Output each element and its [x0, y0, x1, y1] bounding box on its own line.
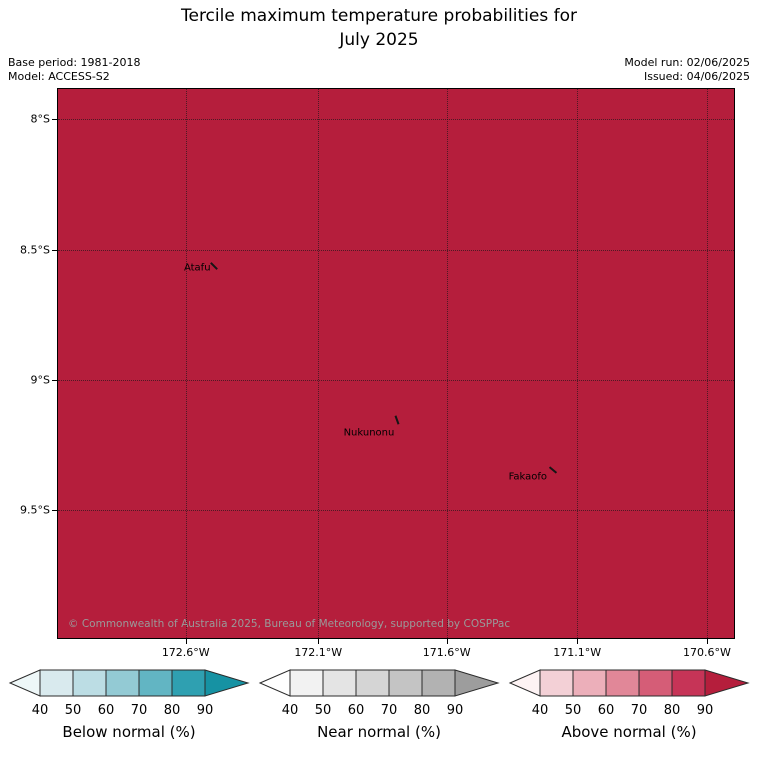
- colorbar-tick-label: 80: [413, 703, 431, 718]
- colorbar-tick-label: 90: [446, 703, 464, 718]
- colorbar-cell: [105, 669, 140, 697]
- colorbar-tick-label: 90: [696, 703, 714, 718]
- colorbar-cell: [421, 669, 456, 697]
- colorbar-cell: [322, 669, 357, 697]
- island-marker-nukunonu: [394, 415, 400, 425]
- meta-left: Base period: 1981-2018 Model: ACCESS-S2: [8, 56, 140, 84]
- latitude-tick: [52, 249, 57, 251]
- colorbar-cell: [572, 669, 607, 697]
- colorbar-tick-label: 40: [31, 703, 49, 718]
- colorbar-tick-label: 40: [281, 703, 299, 718]
- page-title: Tercile maximum temperature probabilitie…: [0, 4, 758, 52]
- longitude-tick: [318, 639, 320, 644]
- colorbar-row: 40 50 60 70 80 90 Below normal (%) 40 50 60 70 80…: [8, 668, 750, 741]
- colorbar-tick-label: 40: [531, 703, 549, 718]
- latitude-label: 9.5°S: [20, 503, 50, 517]
- latitude-gridline: [58, 119, 734, 121]
- colorbar-tick-label: 80: [663, 703, 681, 718]
- latitude-gridline: [58, 249, 734, 251]
- model-text: Model: ACCESS-S2: [8, 70, 110, 83]
- colorbar-cell: [388, 669, 423, 697]
- colorbar-tick-label: 60: [347, 703, 365, 718]
- colorbar-cell: [72, 669, 107, 697]
- issued-text: Issued: 04/06/2025: [643, 70, 750, 83]
- longitude-label: 171.1°W: [553, 646, 602, 659]
- colorbar-near-normal: 40 50 60 70 80 90 Near normal (%): [258, 668, 500, 741]
- colorbar-left-arrow: [8, 669, 41, 697]
- meta-right: Model run: 02/06/2025 Issued: 04/06/2025: [624, 56, 750, 84]
- colorbar-above-normal: 40 50 60 70 80 90 Above normal (%): [508, 668, 750, 741]
- longitude-gridline: [185, 89, 187, 638]
- place-label-fakaofo: Fakaofo: [508, 471, 548, 483]
- colorbar-cell: [138, 669, 173, 697]
- colorbar-tick-label: 70: [380, 703, 398, 718]
- colorbar-scale: [8, 669, 250, 697]
- longitude-tick: [185, 639, 187, 644]
- latitude-tick: [52, 119, 57, 121]
- colorbar-tick-label: 50: [564, 703, 582, 718]
- longitude-tick: [706, 639, 708, 644]
- longitude-tick: [446, 639, 448, 644]
- model-run-text: Model run: 02/06/2025: [624, 56, 750, 69]
- title-line-1: Tercile maximum temperature probabilitie…: [180, 6, 577, 26]
- longitude-gridline: [318, 89, 320, 638]
- latitude-label: 9°S: [30, 373, 50, 387]
- longitude-gridline: [446, 89, 448, 638]
- colorbar-caption: Above normal (%): [561, 723, 697, 741]
- colorbar-tick-label: 70: [130, 703, 148, 718]
- colorbar-right-arrow: [204, 669, 250, 697]
- latitude-tick: [52, 510, 57, 512]
- longitude-gridline: [577, 89, 579, 638]
- longitude-label: 172.6°W: [161, 646, 210, 659]
- longitude-gridline: [706, 89, 708, 638]
- colorbar-cell: [171, 669, 206, 697]
- latitude-gridline: [58, 510, 734, 512]
- colorbar-cell: [539, 669, 574, 697]
- colorbar-right-arrow: [454, 669, 500, 697]
- latitude-label: 8.5°S: [20, 243, 50, 257]
- place-label-nukunonu: Nukunonu: [343, 427, 395, 439]
- longitude-label: 171.6°W: [422, 646, 471, 659]
- title-line-2: July 2025: [339, 30, 419, 50]
- colorbar-left-arrow: [508, 669, 541, 697]
- island-marker-atafu: [210, 261, 219, 270]
- colorbar-right-arrow: [704, 669, 750, 697]
- colorbar-left-arrow: [258, 669, 291, 697]
- colorbar-caption: Below normal (%): [62, 723, 196, 741]
- place-label-atafu: Atafu: [183, 262, 211, 274]
- longitude-tick: [577, 639, 579, 644]
- latitude-label: 8°S: [30, 112, 50, 126]
- colorbar-tick-label: 60: [597, 703, 615, 718]
- colorbar-cell: [605, 669, 640, 697]
- colorbar-cell: [355, 669, 390, 697]
- colorbar-tick-label: 80: [163, 703, 181, 718]
- colorbar-tick-label: 70: [630, 703, 648, 718]
- colorbar-tick-label: 50: [64, 703, 82, 718]
- colorbar-cell: [289, 669, 324, 697]
- colorbar-tick-label: 50: [314, 703, 332, 718]
- map-plot: © Commonwealth of Australia 2025, Bureau…: [20, 88, 735, 659]
- colorbar-cell: [638, 669, 673, 697]
- latitude-gridline: [58, 379, 734, 381]
- colorbar-tick-label: 60: [97, 703, 115, 718]
- colorbar-cell: [671, 669, 706, 697]
- latitude-tick: [52, 379, 57, 381]
- colorbar-scale: [258, 669, 500, 697]
- colorbar-below-normal: 40 50 60 70 80 90 Below normal (%): [8, 668, 250, 741]
- colorbar-scale: [508, 669, 750, 697]
- base-period-text: Base period: 1981-2018: [8, 56, 141, 69]
- colorbar-cell: [39, 669, 74, 697]
- longitude-label: 170.6°W: [683, 646, 731, 659]
- colorbar-caption: Near normal (%): [317, 723, 441, 741]
- island-marker-fakaofo: [548, 466, 557, 474]
- colorbar-tick-label: 90: [196, 703, 214, 718]
- copyright-text: © Commonwealth of Australia 2025, Bureau…: [68, 618, 511, 630]
- longitude-label: 172.1°W: [294, 646, 343, 659]
